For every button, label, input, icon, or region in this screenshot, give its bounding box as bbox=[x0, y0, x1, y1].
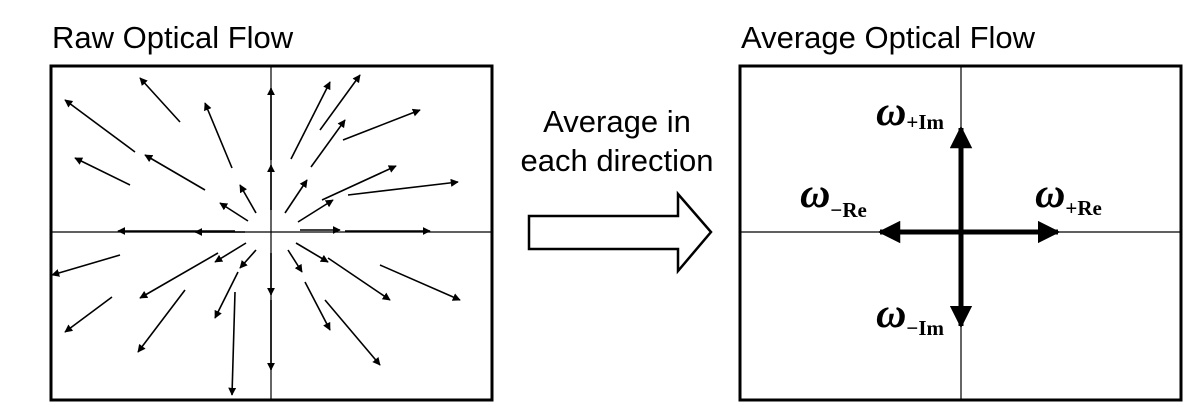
label-omega-plus-re: ω+Re bbox=[1035, 171, 1102, 220]
raw-flow-arrow bbox=[228, 291, 237, 396]
raw-flow-arrow bbox=[139, 77, 181, 123]
raw-flow-arrow bbox=[51, 254, 121, 277]
raw-flow-arrow bbox=[239, 249, 257, 269]
raw-flow-arrow bbox=[379, 264, 461, 301]
raw-flow-arrow bbox=[64, 99, 136, 153]
average-caption-line-2: each direction bbox=[520, 142, 714, 178]
raw-flow-arrow bbox=[319, 74, 361, 131]
raw-flow-arrow bbox=[144, 154, 206, 191]
raw-flow-arrow bbox=[290, 81, 331, 160]
raw-flow-arrow bbox=[347, 178, 459, 196]
raw-flow-arrow bbox=[321, 165, 397, 201]
raw-flow-arrow bbox=[342, 108, 421, 141]
label-omega-minus-re: ω−Re bbox=[800, 171, 867, 222]
average-flow-title: Average Optical Flow bbox=[741, 20, 1036, 55]
average-caption-line-1: Average in bbox=[543, 104, 691, 139]
raw-flow-arrow bbox=[310, 119, 346, 168]
raw-flow-arrow bbox=[204, 102, 233, 169]
raw-flow-arrow bbox=[137, 289, 186, 353]
raw-flow-arrow bbox=[284, 179, 308, 214]
raw-flow-arrow bbox=[214, 271, 239, 319]
raw-flow-title: Raw Optical Flow bbox=[52, 20, 294, 55]
raw-flow-arrow bbox=[287, 249, 303, 273]
label-omega-minus-im: ω−Im bbox=[876, 291, 945, 340]
average-direction-arrow bbox=[527, 190, 713, 275]
raw-flow-arrow bbox=[74, 157, 131, 186]
raw-flow-arrow bbox=[239, 184, 257, 214]
average-caption: Average in each direction bbox=[497, 103, 737, 181]
raw-flow-arrow bbox=[297, 199, 334, 223]
raw-flow-arrow bbox=[219, 202, 249, 222]
raw-flow-arrow bbox=[324, 299, 381, 366]
raw-flow-arrow bbox=[214, 242, 247, 263]
raw-flow-arrow bbox=[64, 296, 113, 333]
raw-flow-arrow bbox=[139, 252, 219, 299]
raw-flow-arrow bbox=[327, 257, 391, 301]
raw-flow-arrow bbox=[304, 281, 331, 331]
raw-flow-arrow bbox=[295, 242, 329, 263]
raw-flow-arrows bbox=[51, 74, 461, 396]
label-omega-plus-im: ω+Im bbox=[876, 89, 945, 135]
